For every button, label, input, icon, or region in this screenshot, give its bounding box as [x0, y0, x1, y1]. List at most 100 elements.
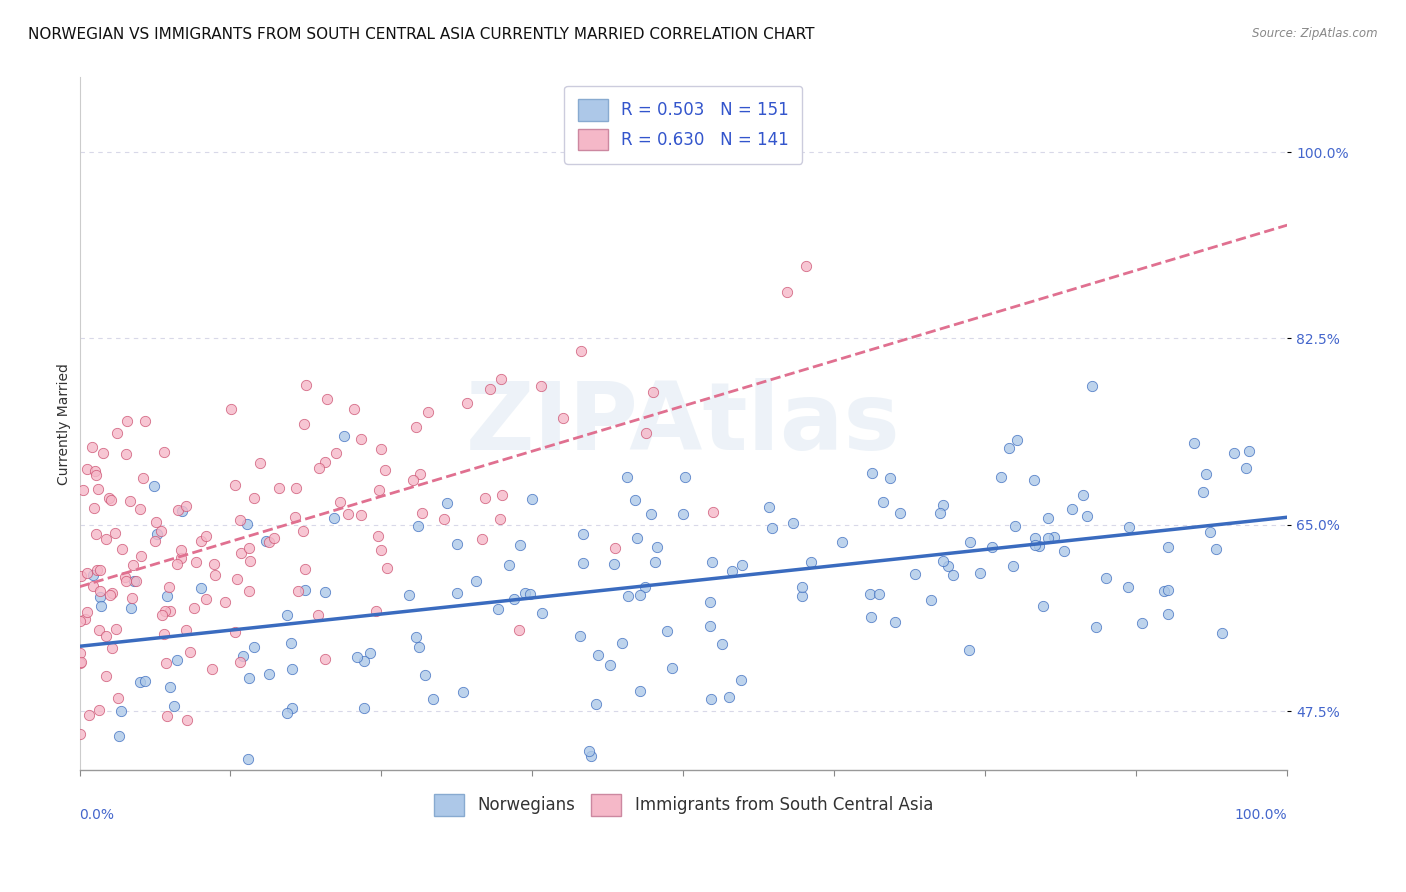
Point [70, 655, 93, 669]
Point [790, 580, 813, 594]
Point [315, 392, 337, 407]
Point [957, 642, 980, 657]
Point [170, 504, 193, 518]
Point [323, 511, 346, 525]
Point [124, 574, 146, 588]
Point [530, 378, 553, 392]
Point [308, 461, 330, 475]
Point [100, 586, 122, 600]
Point [122, 574, 145, 588]
Point [408, 640, 430, 654]
Point [519, 587, 541, 601]
Point [1130, 615, 1153, 630]
Point [82, 579, 104, 593]
Point [932, 498, 955, 512]
Point [155, 656, 177, 670]
Point [346, 649, 368, 664]
Point [672, 507, 695, 521]
Point [105, 622, 128, 636]
Point [204, 567, 226, 582]
Point [159, 604, 181, 618]
Point [1116, 580, 1139, 594]
Point [89, 583, 111, 598]
Point [131, 471, 153, 485]
Point [232, 648, 254, 663]
Point [238, 752, 260, 766]
Point [374, 463, 396, 477]
Point [333, 429, 356, 443]
Point [571, 526, 593, 541]
Point [1036, 510, 1059, 524]
Point [229, 546, 252, 560]
Point [176, 713, 198, 727]
Y-axis label: Currently Married: Currently Married [58, 363, 72, 484]
Point [1028, 539, 1050, 553]
Point [84, 527, 107, 541]
Point [1199, 525, 1222, 540]
Point [368, 483, 391, 497]
Point [342, 401, 364, 416]
Point [76, 461, 98, 475]
Point [314, 455, 336, 469]
Point [238, 583, 260, 598]
Point [70, 569, 93, 583]
Point [411, 506, 433, 520]
Point [254, 533, 277, 548]
Point [367, 529, 389, 543]
Point [1081, 379, 1104, 393]
Point [280, 662, 302, 676]
Point [69, 727, 91, 741]
Point [349, 508, 371, 522]
Point [219, 402, 242, 417]
Point [599, 657, 621, 672]
Point [730, 673, 752, 688]
Point [69, 646, 91, 660]
Text: ZIPAtlas: ZIPAtlas [465, 377, 901, 470]
Point [214, 595, 236, 609]
Point [87, 624, 110, 638]
Point [1007, 433, 1029, 447]
Point [149, 524, 172, 539]
Point [1024, 531, 1046, 545]
Point [1153, 583, 1175, 598]
Point [114, 570, 136, 584]
Point [284, 481, 307, 495]
Point [100, 640, 122, 655]
Point [166, 652, 188, 666]
Point [800, 555, 823, 569]
Point [702, 555, 724, 569]
Point [115, 574, 138, 589]
Point [145, 534, 167, 549]
Point [83, 500, 105, 515]
Point [239, 554, 262, 568]
Point [281, 701, 304, 715]
Point [1036, 531, 1059, 545]
Point [82, 440, 104, 454]
Point [115, 414, 138, 428]
Point [1211, 626, 1233, 640]
Point [174, 499, 197, 513]
Point [195, 591, 218, 606]
Point [860, 466, 883, 480]
Point [932, 554, 955, 568]
Point [108, 730, 131, 744]
Text: NORWEGIAN VS IMMIGRANTS FROM SOUTH CENTRAL ASIA CURRENTLY MARRIED CORRELATION CH: NORWEGIAN VS IMMIGRANTS FROM SOUTH CENTR… [28, 27, 814, 42]
Point [422, 692, 444, 706]
Point [243, 491, 266, 506]
Point [229, 656, 252, 670]
Point [242, 640, 264, 654]
Point [761, 521, 783, 535]
Point [1042, 530, 1064, 544]
Point [98, 491, 121, 506]
Point [162, 699, 184, 714]
Point [156, 709, 179, 723]
Point [176, 623, 198, 637]
Point [353, 654, 375, 668]
Point [1001, 558, 1024, 573]
Point [249, 456, 271, 470]
Point [405, 420, 427, 434]
Point [673, 470, 696, 484]
Point [624, 492, 647, 507]
Point [634, 580, 657, 594]
Point [110, 704, 132, 718]
